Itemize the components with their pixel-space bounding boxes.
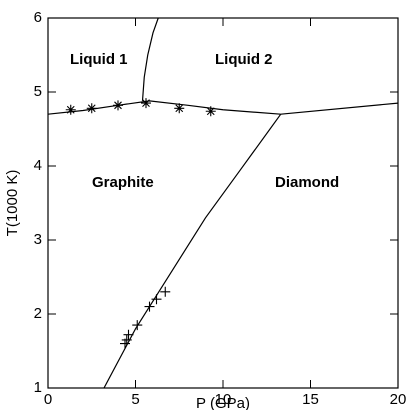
plus-marker <box>144 301 155 312</box>
y-tick-label: 2 <box>34 305 42 322</box>
y-tick-label: 1 <box>34 379 42 396</box>
x-tick-label: 0 <box>44 391 52 408</box>
x-tick-label: 20 <box>390 391 407 408</box>
region-label: Liquid 2 <box>215 51 273 68</box>
x-tick-label: 15 <box>302 391 319 408</box>
star-marker <box>65 104 76 115</box>
region-label: Liquid 1 <box>70 51 128 68</box>
star-marker <box>113 100 123 111</box>
y-tick-label: 5 <box>34 83 42 100</box>
plus-marker <box>132 320 143 331</box>
star-marker <box>141 98 151 109</box>
star-marker <box>205 106 216 117</box>
phase-boundary <box>103 113 282 389</box>
plot-frame <box>47 17 399 389</box>
region-label: Graphite <box>92 174 154 191</box>
y-tick-label: 6 <box>34 9 42 26</box>
plus-marker <box>121 334 132 345</box>
phase-boundary <box>47 100 281 115</box>
x-axis-label: P (GPa) <box>196 395 250 410</box>
phase-boundary <box>280 102 399 115</box>
phase-boundary <box>141 17 159 101</box>
plus-marker <box>123 329 134 340</box>
y-axis-label: T(1000 K) <box>4 170 21 237</box>
y-tick-label: 3 <box>34 231 42 248</box>
plus-marker <box>160 286 171 297</box>
region-label: Diamond <box>275 174 339 191</box>
x-tick-label: 10 <box>215 391 232 408</box>
star-marker <box>174 103 185 114</box>
x-tick-label: 5 <box>131 391 139 408</box>
star-marker <box>86 103 97 114</box>
y-tick-label: 4 <box>34 157 42 174</box>
plus-marker <box>151 294 162 305</box>
